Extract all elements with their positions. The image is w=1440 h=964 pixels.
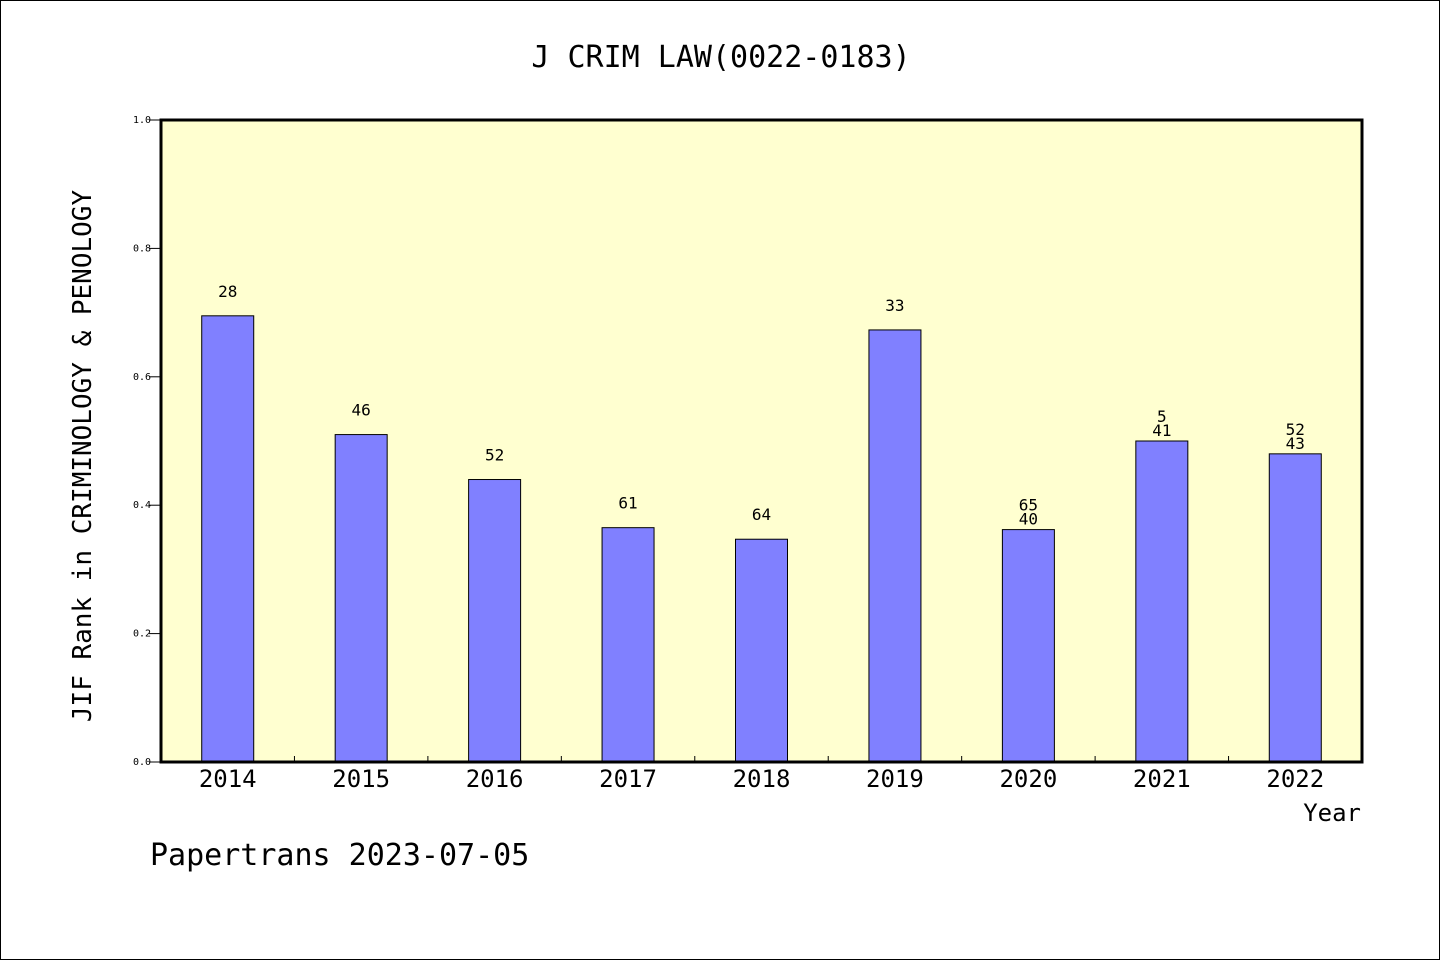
bar-label-2018: 64 [752,505,771,524]
bar-label-2014: 28 [218,282,237,301]
y-axis-label: JIF Rank in CRIMINOLOGY & PENOLOGY [68,190,98,723]
bar-2016 [468,479,522,763]
x-tick-label-2016: 2016 [466,765,524,793]
y-tick-label-0.2: 0.2 [133,629,151,640]
bar-label-2015: 46 [352,401,371,420]
bar-label-2017: 61 [618,494,637,513]
x-tick-label-2022: 2022 [1266,765,1324,793]
bar-2021 [1135,440,1189,763]
bar-2014 [201,315,255,763]
bar-2020 [1001,529,1055,763]
bar-2018 [735,538,788,763]
y-tick-label-0.6: 0.6 [133,372,151,383]
x-tick-label-2021: 2021 [1133,765,1191,793]
bar-label-2022: 43 [1286,434,1305,453]
bar-2022 [1268,453,1322,763]
bars-group [201,315,1322,763]
y-tick-label-0.4: 0.4 [133,500,151,511]
bar-label-top-2022: 52 [1286,420,1305,439]
bar-label-2019: 33 [885,296,904,315]
chart-title: J CRIM LAW(0022-0183) [531,40,910,75]
bar-label-2016: 52 [485,446,504,465]
x-tick-label-2018: 2018 [733,765,791,793]
y-tick-label-1.0: 1.0 [133,115,151,126]
bar-label-2021: 41 [1152,421,1171,440]
x-tick-label-2020: 2020 [999,765,1057,793]
y-tick-label-0.8: 0.8 [133,243,151,254]
bar-label-top-2021: 5 [1157,407,1167,426]
bar-label-2020: 40 [1019,510,1038,529]
plot-border [159,118,1364,764]
x-tick-label-2014: 2014 [199,765,257,793]
x-axis-ticks: 2014 2015 2016 2017 2018 2019 2020 2021 2022 [199,756,1324,793]
x-tick-label-2015: 2015 [332,765,390,793]
footer-credit: Papertrans 2023-07-05 [150,838,529,873]
bar-2019 [868,329,922,763]
bar-2015 [334,434,388,763]
bar-2017 [601,527,655,763]
x-tick-label-2019: 2019 [866,765,924,793]
x-tick-label-2017: 2017 [599,765,657,793]
y-tick-label-0.0: 0.0 [133,757,151,768]
bar-label-top-2020: 65 [1019,496,1038,515]
y-axis-ticks: 0.0 0.2 0.4 0.6 0.8 1.0 [133,115,161,768]
x-axis-label: Year [1303,799,1361,827]
